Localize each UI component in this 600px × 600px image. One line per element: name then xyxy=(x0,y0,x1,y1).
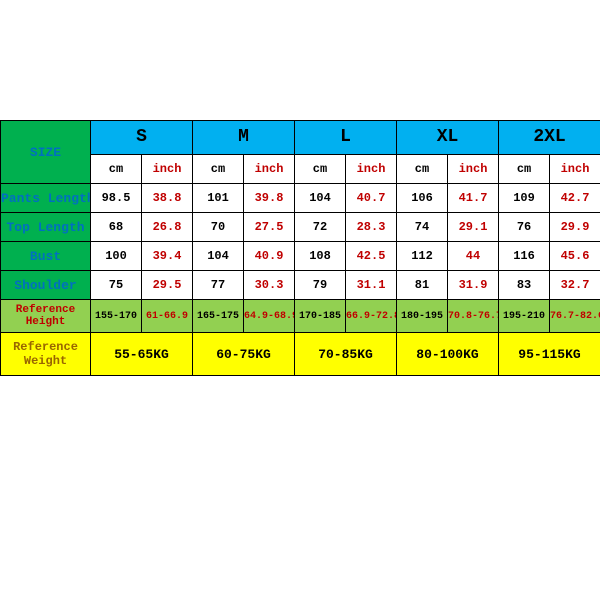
bust-2xl-cm: 116 xyxy=(499,242,550,271)
sh-l-cm: 79 xyxy=(295,271,346,300)
unit-in-xl: inch xyxy=(448,154,499,183)
top-m-cm: 70 xyxy=(193,213,244,242)
unit-in-m: inch xyxy=(244,154,295,183)
rh-l-in: 66.9-72.8 xyxy=(346,300,397,333)
top-xl-in: 29.1 xyxy=(448,213,499,242)
header-row-1: SIZE S M L XL 2XL xyxy=(1,121,600,155)
row-pants: Pants Length 98.5 38.8 101 39.8 104 40.7… xyxy=(1,184,600,213)
bust-m-cm: 104 xyxy=(193,242,244,271)
top-m-in: 27.5 xyxy=(244,213,295,242)
unit-cm-m: cm xyxy=(193,154,244,183)
header-row-2: cm inch cm inch cm inch cm inch cm inch xyxy=(1,154,600,183)
sh-2xl-cm: 83 xyxy=(499,271,550,300)
label-shoulder: Shoulder xyxy=(1,271,91,300)
row-top: Top Length 68 26.8 70 27.5 72 28.3 74 29… xyxy=(1,213,600,242)
label-ref-height: ReferenceHeight xyxy=(1,300,91,333)
size-chart-table: SIZE S M L XL 2XL cm inch cm inch cm inc… xyxy=(0,120,600,376)
top-xl-cm: 74 xyxy=(397,213,448,242)
rw-s: 55-65KG xyxy=(91,333,193,376)
sh-2xl-in: 32.7 xyxy=(550,271,600,300)
rh-2xl-in: 76.7-82.6 xyxy=(550,300,600,333)
sh-xl-in: 31.9 xyxy=(448,271,499,300)
unit-in-l: inch xyxy=(346,154,397,183)
rh-m-cm: 165-175 xyxy=(193,300,244,333)
unit-in-s: inch xyxy=(142,154,193,183)
rw-l: 70-85KG xyxy=(295,333,397,376)
top-l-in: 28.3 xyxy=(346,213,397,242)
rh-xl-cm: 180-195 xyxy=(397,300,448,333)
size-2xl: 2XL xyxy=(499,121,600,155)
sh-l-in: 31.1 xyxy=(346,271,397,300)
rh-s-in: 61-66.9 xyxy=(142,300,193,333)
label-bust: Bust xyxy=(1,242,91,271)
label-top: Top Length xyxy=(1,213,91,242)
pants-l-cm: 104 xyxy=(295,184,346,213)
unit-cm-xl: cm xyxy=(397,154,448,183)
rw-2xl: 95-115KG xyxy=(499,333,600,376)
row-bust: Bust 100 39.4 104 40.9 108 42.5 112 44 1… xyxy=(1,242,600,271)
sh-s-in: 29.5 xyxy=(142,271,193,300)
row-ref-weight: ReferenceWeight 55-65KG 60-75KG 70-85KG … xyxy=(1,333,600,376)
bust-m-in: 40.9 xyxy=(244,242,295,271)
pants-m-cm: 101 xyxy=(193,184,244,213)
size-l: L xyxy=(295,121,397,155)
sh-s-cm: 75 xyxy=(91,271,142,300)
row-ref-height: ReferenceHeight 155-170 61-66.9 165-175 … xyxy=(1,300,600,333)
top-s-cm: 68 xyxy=(91,213,142,242)
bust-l-cm: 108 xyxy=(295,242,346,271)
rw-m: 60-75KG xyxy=(193,333,295,376)
sh-m-cm: 77 xyxy=(193,271,244,300)
size-s: S xyxy=(91,121,193,155)
rh-s-cm: 155-170 xyxy=(91,300,142,333)
row-shoulder: Shoulder 75 29.5 77 30.3 79 31.1 81 31.9… xyxy=(1,271,600,300)
label-pants: Pants Length xyxy=(1,184,91,213)
sh-m-in: 30.3 xyxy=(244,271,295,300)
bust-xl-in: 44 xyxy=(448,242,499,271)
bust-2xl-in: 45.6 xyxy=(550,242,600,271)
unit-cm-2xl: cm xyxy=(499,154,550,183)
pants-m-in: 39.8 xyxy=(244,184,295,213)
size-xl: XL xyxy=(397,121,499,155)
unit-in-2xl: inch xyxy=(550,154,600,183)
unit-cm-l: cm xyxy=(295,154,346,183)
pants-s-cm: 98.5 xyxy=(91,184,142,213)
bust-s-in: 39.4 xyxy=(142,242,193,271)
sh-xl-cm: 81 xyxy=(397,271,448,300)
rh-2xl-cm: 195-210 xyxy=(499,300,550,333)
bust-xl-cm: 112 xyxy=(397,242,448,271)
unit-cm-s: cm xyxy=(91,154,142,183)
pants-2xl-in: 42.7 xyxy=(550,184,600,213)
pants-xl-in: 41.7 xyxy=(448,184,499,213)
rw-xl: 80-100KG xyxy=(397,333,499,376)
bust-s-cm: 100 xyxy=(91,242,142,271)
pants-s-in: 38.8 xyxy=(142,184,193,213)
top-2xl-cm: 76 xyxy=(499,213,550,242)
pants-xl-cm: 106 xyxy=(397,184,448,213)
size-chart-container: { "header": { "size_label": "SIZE" }, "s… xyxy=(0,0,600,600)
pants-l-in: 40.7 xyxy=(346,184,397,213)
rh-l-cm: 170-185 xyxy=(295,300,346,333)
label-ref-weight: ReferenceWeight xyxy=(1,333,91,376)
pants-2xl-cm: 109 xyxy=(499,184,550,213)
top-2xl-in: 29.9 xyxy=(550,213,600,242)
rh-xl-in: 70.8-76.7 xyxy=(448,300,499,333)
top-s-in: 26.8 xyxy=(142,213,193,242)
size-m: M xyxy=(193,121,295,155)
rh-m-in: 64.9-68.9 xyxy=(244,300,295,333)
size-label-cell: SIZE xyxy=(1,121,91,184)
bust-l-in: 42.5 xyxy=(346,242,397,271)
top-l-cm: 72 xyxy=(295,213,346,242)
